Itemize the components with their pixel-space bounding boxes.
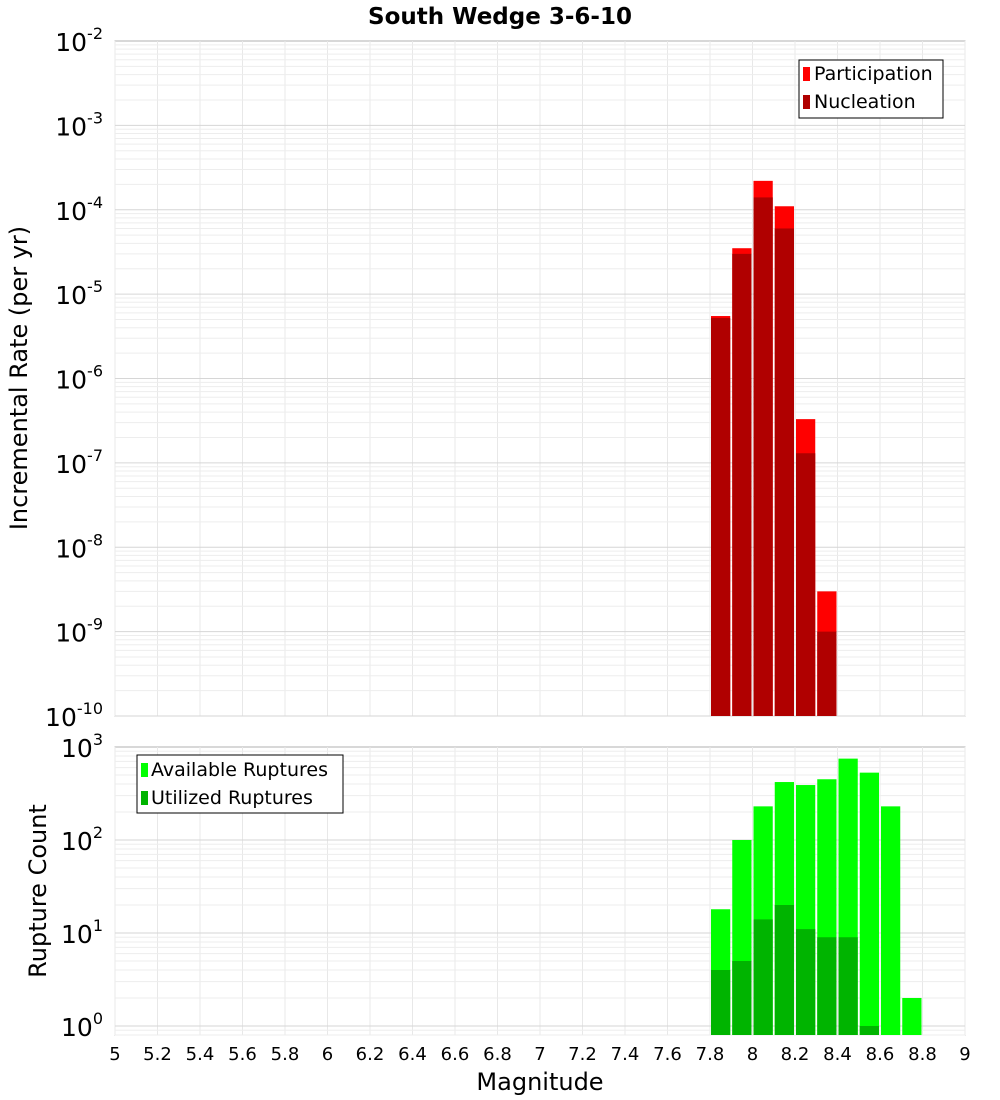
x-tick-label: 8 — [747, 1044, 758, 1065]
x-tick-label: 8.2 — [781, 1044, 810, 1065]
bar-nucleation — [732, 253, 752, 716]
top-y-tick-label: 10-3 — [55, 108, 103, 141]
legend-label-available: Available Ruptures — [151, 759, 328, 781]
x-axis-label: Magnitude — [476, 1068, 603, 1096]
legend-swatch-nucleation — [803, 95, 810, 109]
bar-nucleation — [711, 318, 731, 716]
bar-available-ruptures — [881, 806, 901, 1035]
bar-utilized-ruptures — [796, 929, 816, 1035]
legend-label-nucleation: Nucleation — [814, 91, 916, 113]
top-y-tick-label: 10-8 — [55, 530, 103, 563]
top-y-ticks: 10-10 10-9 10-8 10-7 10-6 10-5 10-4 10-3 10-2 — [45, 24, 103, 732]
top-panel: 10-10 10-9 10-8 10-7 10-6 10-5 10-4 10-3 10-2 In… — [5, 24, 966, 732]
x-tick-label: 7.8 — [696, 1044, 725, 1065]
bottom-legend: Available Ruptures Utilized Ruptures — [136, 754, 344, 814]
top-gridlines — [114, 41, 966, 717]
bar-nucleation — [774, 228, 794, 716]
bottom-y-tick-label: 102 — [61, 823, 103, 856]
x-ticks: 5 5.2 5.4 5.6 5.8 6 6.2 6.4 6.6 6.8 7 7.2 7.4 7.6 7.8 8… — [109, 1044, 970, 1065]
bar-nucleation — [817, 631, 837, 716]
x-tick-label: 7.2 — [568, 1044, 597, 1065]
bar-utilized-ruptures — [817, 937, 837, 1035]
x-tick-label: 6.6 — [441, 1044, 470, 1065]
x-tick-label: 8.8 — [908, 1044, 937, 1065]
top-legend-box — [798, 59, 944, 119]
bottom-panel: 100 101 102 103 5 5.2 5.4 5.6 5.8 6 6.2 6.4 6.6 6.8 7… — [24, 730, 971, 1096]
bottom-y-tick-label: 101 — [61, 916, 103, 949]
x-tick-label: 5.2 — [143, 1044, 172, 1065]
bottom-y-tick-label: 103 — [61, 730, 103, 763]
x-tick-label: 5.4 — [186, 1044, 215, 1065]
bar-utilized-ruptures — [753, 919, 773, 1035]
bar-utilized-ruptures — [774, 904, 794, 1035]
top-bars — [711, 180, 837, 717]
bar-utilized-ruptures — [732, 960, 752, 1035]
top-y-tick-label: 10-5 — [55, 277, 103, 310]
x-tick-label: 8.4 — [823, 1044, 852, 1065]
legend-label-utilized: Utilized Ruptures — [151, 787, 313, 809]
top-y-tick-label: 10-6 — [55, 362, 103, 395]
x-tick-label: 6.2 — [356, 1044, 385, 1065]
x-tick-label: 5.6 — [228, 1044, 257, 1065]
top-y-tick-label: 10-4 — [55, 193, 103, 226]
x-tick-label: 6 — [322, 1044, 333, 1065]
legend-swatch-available — [141, 763, 148, 777]
bottom-y-axis-label: Rupture Count — [24, 804, 52, 978]
x-tick-label: 8.6 — [866, 1044, 895, 1065]
top-y-tick-label: 10-2 — [55, 24, 103, 57]
bar-available-ruptures — [859, 772, 879, 1035]
x-tick-label: 7 — [534, 1044, 545, 1065]
legend-swatch-participation — [803, 67, 810, 81]
x-tick-label: 6.4 — [398, 1044, 427, 1065]
bar-utilized-ruptures — [711, 969, 731, 1035]
top-y-tick-label: 10-10 — [45, 699, 103, 732]
x-tick-label: 6.8 — [483, 1044, 512, 1065]
x-tick-label: 5.8 — [271, 1044, 300, 1065]
x-tick-label: 7.6 — [653, 1044, 682, 1065]
x-tick-label: 5 — [109, 1044, 120, 1065]
x-tick-label: 7.4 — [611, 1044, 640, 1065]
top-y-tick-label: 10-9 — [55, 615, 103, 648]
legend-swatch-utilized — [141, 791, 148, 805]
chart-title: South Wedge 3-6-10 — [368, 4, 632, 30]
bar-nucleation — [753, 197, 773, 717]
x-tick-label: 9 — [959, 1044, 970, 1065]
legend-label-participation: Participation — [814, 63, 933, 85]
bottom-legend-box — [136, 754, 344, 814]
top-y-tick-label: 10-7 — [55, 446, 103, 479]
bar-utilized-ruptures — [838, 937, 858, 1035]
bar-utilized-ruptures — [859, 1025, 879, 1035]
bar-available-ruptures — [902, 997, 922, 1035]
bottom-y-tick-label: 100 — [61, 1009, 103, 1042]
bottom-bars — [711, 758, 922, 1035]
bar-nucleation — [796, 453, 816, 716]
top-y-axis-label: Incremental Rate (per yr) — [5, 226, 33, 530]
bottom-y-ticks: 100 101 102 103 — [61, 730, 103, 1042]
top-legend: Participation Nucleation — [798, 59, 944, 119]
